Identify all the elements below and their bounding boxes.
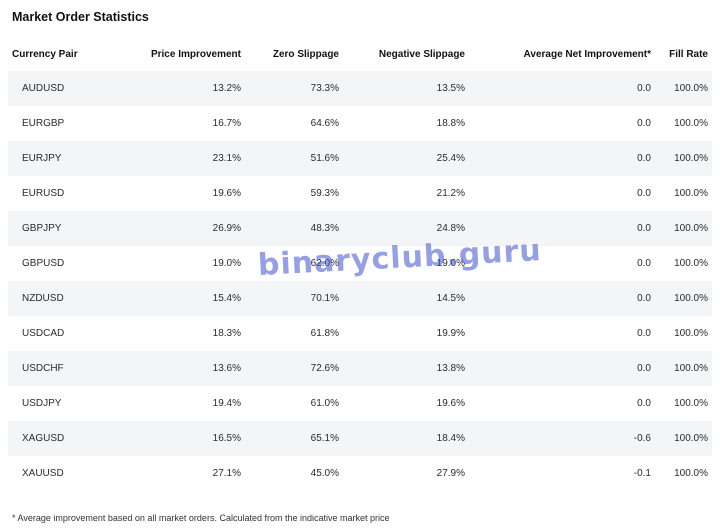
cell-price-improvement: 27.1% <box>123 456 245 491</box>
cell-price-improvement: 19.6% <box>123 176 245 211</box>
cell-negative-slippage: 24.8% <box>343 211 469 246</box>
cell-fill-rate: 100.0% <box>655 386 712 421</box>
cell-price-improvement: 13.2% <box>123 71 245 106</box>
table-row: AUDUSD 13.2% 73.3% 13.5% 0.0 100.0% <box>8 71 712 106</box>
cell-negative-slippage: 25.4% <box>343 141 469 176</box>
column-header-price-improvement: Price Improvement <box>150 48 241 60</box>
table-row: XAUUSD 27.1% 45.0% 27.9% -0.1 100.0% <box>8 456 712 491</box>
cell-negative-slippage: 19.9% <box>343 316 469 351</box>
table-row: NZDUSD 15.4% 70.1% 14.5% 0.0 100.0% <box>8 281 712 316</box>
cell-currency-pair: GBPJPY <box>8 211 123 246</box>
cell-zero-slippage: 70.1% <box>245 281 343 316</box>
cell-price-improvement: 16.5% <box>123 421 245 456</box>
cell-fill-rate: 100.0% <box>655 106 712 141</box>
cell-negative-slippage: 13.5% <box>343 71 469 106</box>
cell-fill-rate: 100.0% <box>655 246 712 281</box>
cell-currency-pair: XAGUSD <box>8 421 123 456</box>
cell-negative-slippage: 18.4% <box>343 421 469 456</box>
cell-average-net-improvement: 0.0 <box>469 71 655 106</box>
cell-zero-slippage: 48.3% <box>245 211 343 246</box>
cell-currency-pair: USDCAD <box>8 316 123 351</box>
cell-price-improvement: 19.4% <box>123 386 245 421</box>
cell-zero-slippage: 64.6% <box>245 106 343 141</box>
cell-price-improvement: 26.9% <box>123 211 245 246</box>
market-order-statistics-table: Currency Pair Price Improvement Zero Sli… <box>8 37 712 491</box>
cell-currency-pair: USDJPY <box>8 386 123 421</box>
column-header-currency-pair: Currency Pair <box>12 48 78 60</box>
cell-negative-slippage: 27.9% <box>343 456 469 491</box>
cell-average-net-improvement: 0.0 <box>469 316 655 351</box>
table-row: USDCAD 18.3% 61.8% 19.9% 0.0 100.0% <box>8 316 712 351</box>
cell-fill-rate: 100.0% <box>655 281 712 316</box>
cell-average-net-improvement: 0.0 <box>469 281 655 316</box>
cell-fill-rate: 100.0% <box>655 421 712 456</box>
cell-price-improvement: 18.3% <box>123 316 245 351</box>
cell-zero-slippage: 73.3% <box>245 71 343 106</box>
table-row: USDCHF 13.6% 72.6% 13.8% 0.0 100.0% <box>8 351 712 386</box>
footnote: * Average improvement based on all marke… <box>12 513 390 523</box>
cell-average-net-improvement: 0.0 <box>469 176 655 211</box>
cell-average-net-improvement: 0.0 <box>469 386 655 421</box>
table-row: GBPJPY 26.9% 48.3% 24.8% 0.0 100.0% <box>8 211 712 246</box>
table-header-row: Currency Pair Price Improvement Zero Sli… <box>8 37 712 71</box>
cell-fill-rate: 100.0% <box>655 351 712 386</box>
cell-price-improvement: 19.0% <box>123 246 245 281</box>
cell-fill-rate: 100.0% <box>655 456 712 491</box>
cell-price-improvement: 15.4% <box>123 281 245 316</box>
cell-zero-slippage: 61.0% <box>245 386 343 421</box>
cell-fill-rate: 100.0% <box>655 141 712 176</box>
cell-negative-slippage: 18.8% <box>343 106 469 141</box>
cell-zero-slippage: 62.0% <box>245 246 343 281</box>
cell-currency-pair: EURJPY <box>8 141 123 176</box>
cell-fill-rate: 100.0% <box>655 176 712 211</box>
cell-currency-pair: USDCHF <box>8 351 123 386</box>
cell-zero-slippage: 45.0% <box>245 456 343 491</box>
cell-average-net-improvement: 0.0 <box>469 106 655 141</box>
cell-negative-slippage: 19.6% <box>343 386 469 421</box>
column-header-average-net-improvement: Average Net Improvement* <box>523 48 651 60</box>
cell-average-net-improvement: -0.6 <box>469 421 655 456</box>
cell-negative-slippage: 19.0% <box>343 246 469 281</box>
table-row: EURUSD 19.6% 59.3% 21.2% 0.0 100.0% <box>8 176 712 211</box>
cell-zero-slippage: 51.6% <box>245 141 343 176</box>
cell-currency-pair: NZDUSD <box>8 281 123 316</box>
cell-average-net-improvement: 0.0 <box>469 246 655 281</box>
cell-price-improvement: 23.1% <box>123 141 245 176</box>
cell-zero-slippage: 72.6% <box>245 351 343 386</box>
cell-zero-slippage: 61.8% <box>245 316 343 351</box>
cell-zero-slippage: 59.3% <box>245 176 343 211</box>
cell-currency-pair: XAUUSD <box>8 456 123 491</box>
table-row: XAGUSD 16.5% 65.1% 18.4% -0.6 100.0% <box>8 421 712 456</box>
column-header-negative-slippage: Negative Slippage <box>378 48 465 60</box>
cell-negative-slippage: 21.2% <box>343 176 469 211</box>
table-body: AUDUSD 13.2% 73.3% 13.5% 0.0 100.0% EURGBP 16.7… <box>8 71 712 491</box>
cell-average-net-improvement: -0.1 <box>469 456 655 491</box>
page-title: Market Order Statistics <box>12 10 149 24</box>
cell-currency-pair: GBPUSD <box>8 246 123 281</box>
cell-average-net-improvement: 0.0 <box>469 351 655 386</box>
cell-price-improvement: 16.7% <box>123 106 245 141</box>
column-header-zero-slippage: Zero Slippage <box>272 48 339 60</box>
cell-fill-rate: 100.0% <box>655 211 712 246</box>
cell-price-improvement: 13.6% <box>123 351 245 386</box>
cell-average-net-improvement: 0.0 <box>469 141 655 176</box>
cell-currency-pair: AUDUSD <box>8 71 123 106</box>
table-row: EURJPY 23.1% 51.6% 25.4% 0.0 100.0% <box>8 141 712 176</box>
column-header-fill-rate: Fill Rate <box>669 48 708 60</box>
cell-average-net-improvement: 0.0 <box>469 211 655 246</box>
table-row: GBPUSD 19.0% 62.0% 19.0% 0.0 100.0% <box>8 246 712 281</box>
cell-zero-slippage: 65.1% <box>245 421 343 456</box>
cell-currency-pair: EURUSD <box>8 176 123 211</box>
cell-fill-rate: 100.0% <box>655 316 712 351</box>
cell-negative-slippage: 14.5% <box>343 281 469 316</box>
cell-currency-pair: EURGBP <box>8 106 123 141</box>
cell-fill-rate: 100.0% <box>655 71 712 106</box>
table-row: USDJPY 19.4% 61.0% 19.6% 0.0 100.0% <box>8 386 712 421</box>
cell-negative-slippage: 13.8% <box>343 351 469 386</box>
table-row: EURGBP 16.7% 64.6% 18.8% 0.0 100.0% <box>8 106 712 141</box>
